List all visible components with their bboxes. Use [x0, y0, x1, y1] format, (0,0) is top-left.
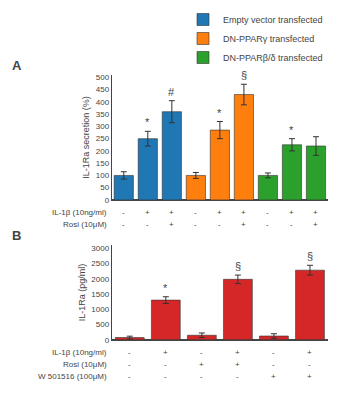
svg-text:DN-PPARβ/δ transfected: DN-PPARβ/δ transfected	[223, 53, 323, 63]
svg-text:-: -	[200, 348, 203, 357]
svg-text:250: 250	[96, 134, 110, 143]
svg-text:+: +	[217, 208, 222, 217]
svg-text:-: -	[164, 372, 167, 381]
svg-text:-: -	[272, 360, 275, 369]
svg-text:*: *	[163, 282, 168, 294]
svg-text:§: §	[307, 250, 313, 262]
svg-text:500: 500	[96, 320, 110, 329]
svg-text:-: -	[266, 208, 269, 217]
svg-text:+: +	[235, 360, 240, 369]
svg-text:1000: 1000	[91, 305, 109, 314]
svg-text:IL-1β (10ng/ml): IL-1β (10ng/ml)	[52, 348, 107, 357]
svg-text:0: 0	[105, 336, 110, 345]
svg-text:IL-1Ra secretion (%): IL-1Ra secretion (%)	[81, 96, 91, 179]
svg-text:-: -	[308, 360, 311, 369]
svg-text:+: +	[235, 348, 240, 357]
svg-text:+: +	[271, 372, 276, 381]
svg-text:Rosi (10μM): Rosi (10μM)	[63, 360, 107, 369]
svg-text:-: -	[128, 348, 131, 357]
svg-text:-: -	[122, 208, 125, 217]
svg-text:#: #	[168, 86, 175, 98]
svg-text:+: +	[313, 220, 318, 229]
svg-text:-: -	[164, 360, 167, 369]
svg-text:§: §	[235, 260, 241, 272]
svg-text:-: -	[272, 348, 275, 357]
svg-text:-: -	[128, 360, 131, 369]
svg-text:1500: 1500	[91, 290, 109, 299]
svg-text:0: 0	[105, 196, 110, 205]
svg-text:-: -	[122, 220, 125, 229]
svg-text:150: 150	[96, 159, 110, 168]
svg-text:A: A	[12, 58, 22, 73]
svg-text:400: 400	[96, 98, 110, 107]
svg-text:+: +	[307, 372, 312, 381]
svg-text:Empty vector transfected: Empty vector transfected	[223, 15, 323, 25]
svg-text:-: -	[218, 220, 221, 229]
svg-text:3000: 3000	[91, 244, 109, 253]
svg-text:*: *	[289, 124, 294, 136]
svg-text:-: -	[146, 220, 149, 229]
svg-text:*: *	[217, 107, 222, 119]
svg-text:350: 350	[96, 110, 110, 119]
svg-text:-: -	[290, 220, 293, 229]
svg-text:§: §	[241, 69, 247, 81]
svg-text:+: +	[289, 208, 294, 217]
svg-text:300: 300	[96, 122, 110, 131]
svg-text:+: +	[307, 348, 312, 357]
svg-text:2500: 2500	[91, 259, 109, 268]
svg-text:+: +	[199, 360, 204, 369]
svg-text:100: 100	[96, 171, 110, 180]
svg-text:50: 50	[100, 183, 109, 192]
svg-text:IL-1Ra (pg/ml): IL-1Ra (pg/ml)	[77, 264, 87, 322]
svg-text:+: +	[241, 220, 246, 229]
svg-text:+: +	[169, 220, 174, 229]
svg-text:W 501516 (100μM): W 501516 (100μM)	[38, 372, 107, 381]
svg-text:IL-1β (10ng/ml): IL-1β (10ng/ml)	[52, 208, 107, 217]
svg-text:-: -	[194, 208, 197, 217]
svg-text:+: +	[145, 208, 150, 217]
svg-text:+: +	[241, 208, 246, 217]
svg-text:B: B	[12, 228, 21, 243]
svg-text:DN-PPARγ transfected: DN-PPARγ transfected	[223, 34, 314, 44]
svg-text:+: +	[169, 208, 174, 217]
svg-text:+: +	[163, 348, 168, 357]
svg-text:-: -	[194, 220, 197, 229]
svg-text:2000: 2000	[91, 275, 109, 284]
svg-text:-: -	[200, 372, 203, 381]
svg-text:-: -	[236, 372, 239, 381]
svg-text:+: +	[313, 208, 318, 217]
svg-text:200: 200	[96, 147, 110, 156]
svg-text:*: *	[145, 116, 150, 128]
svg-text:-: -	[266, 220, 269, 229]
svg-text:450: 450	[96, 85, 110, 94]
svg-text:-: -	[128, 372, 131, 381]
svg-text:Rosi (10μM): Rosi (10μM)	[63, 220, 107, 229]
svg-text:500: 500	[96, 73, 110, 82]
